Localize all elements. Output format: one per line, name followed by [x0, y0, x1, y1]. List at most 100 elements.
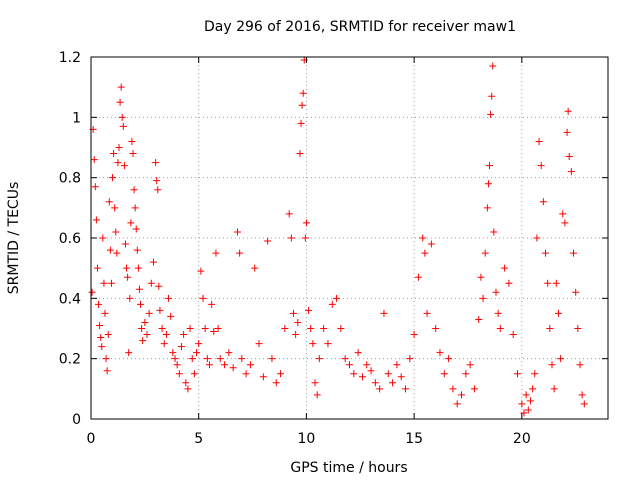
- data-point: [470, 385, 478, 393]
- data-point: [565, 153, 573, 161]
- data-point: [281, 325, 289, 332]
- data-point: [358, 373, 366, 381]
- data-point: [458, 391, 466, 399]
- data-point: [130, 186, 138, 194]
- data-point: [165, 294, 173, 302]
- data-point: [128, 137, 136, 145]
- data-point: [173, 361, 181, 369]
- y-tick-label: 0.8: [59, 171, 81, 187]
- data-point: [272, 379, 280, 387]
- data-point: [489, 62, 497, 70]
- data-point: [567, 168, 575, 176]
- data-point: [432, 325, 440, 332]
- x-tick-label: 5: [194, 431, 203, 447]
- data-point: [111, 204, 119, 212]
- data-point: [299, 89, 307, 97]
- data-point: [113, 249, 121, 257]
- data-point: [149, 258, 157, 266]
- data-point: [160, 340, 168, 348]
- data-point: [320, 325, 328, 332]
- data-point: [95, 300, 103, 308]
- data-point: [233, 228, 241, 236]
- data-point: [481, 249, 489, 257]
- data-point: [184, 385, 192, 393]
- data-point: [285, 210, 293, 218]
- data-point: [133, 246, 141, 254]
- data-point: [169, 349, 177, 357]
- x-tick-label: 0: [87, 431, 96, 447]
- data-point: [90, 156, 98, 164]
- data-point: [182, 379, 190, 387]
- data-point: [229, 364, 237, 372]
- data-point: [205, 361, 213, 369]
- data-point: [197, 267, 205, 275]
- data-point: [380, 309, 388, 317]
- x-tick-label: 15: [405, 431, 423, 447]
- data-point: [162, 331, 170, 339]
- data-point: [158, 325, 166, 332]
- data-point: [350, 370, 358, 378]
- data-point: [544, 279, 552, 287]
- data-point: [137, 300, 145, 308]
- data-point: [171, 355, 179, 363]
- data-point: [103, 367, 111, 375]
- data-point: [199, 294, 207, 302]
- data-point: [324, 340, 332, 348]
- data-point: [129, 150, 137, 158]
- data-point: [88, 288, 96, 296]
- data-point: [186, 325, 194, 332]
- data-point: [531, 370, 539, 378]
- data-point: [302, 219, 310, 227]
- data-point: [520, 409, 528, 417]
- data-point: [102, 355, 110, 363]
- data-point: [410, 331, 418, 339]
- data-point: [287, 234, 295, 242]
- data-point: [367, 367, 375, 375]
- y-tick-label: 0.2: [59, 352, 81, 368]
- data-point: [427, 240, 435, 248]
- data-point: [238, 355, 246, 363]
- data-point: [246, 361, 254, 369]
- data-point: [501, 264, 509, 272]
- data-point: [546, 325, 554, 332]
- data-point: [99, 234, 107, 242]
- data-point: [118, 113, 126, 121]
- data-point: [486, 162, 494, 170]
- data-point: [112, 228, 120, 236]
- data-point: [505, 279, 513, 287]
- data-point: [214, 325, 222, 332]
- data-point: [529, 385, 537, 393]
- data-point: [91, 183, 99, 191]
- data-point: [124, 273, 132, 281]
- data-point: [131, 204, 139, 212]
- data-point: [440, 370, 448, 378]
- data-point: [557, 355, 565, 363]
- data-point: [487, 110, 495, 118]
- data-point: [313, 391, 321, 399]
- data-point: [259, 373, 267, 381]
- data-point: [135, 285, 143, 293]
- y-tick-label: 1.2: [59, 50, 81, 66]
- data-point: [554, 309, 562, 317]
- data-point: [297, 119, 305, 127]
- data-point: [155, 282, 163, 290]
- data-point: [453, 400, 461, 408]
- data-point: [393, 361, 401, 369]
- y-tick-label: 0.4: [59, 291, 81, 307]
- data-point: [496, 325, 504, 332]
- data-point: [479, 294, 487, 302]
- data-point: [193, 349, 201, 357]
- data-point: [542, 249, 550, 257]
- data-point: [514, 370, 522, 378]
- data-point: [167, 312, 175, 320]
- data-point: [526, 397, 534, 405]
- y-axis-title: SRMTID / TECUs: [6, 182, 22, 295]
- data-point: [548, 361, 556, 369]
- data-point: [535, 137, 543, 145]
- data-point: [414, 273, 422, 281]
- data-point: [578, 391, 586, 399]
- data-point: [109, 174, 117, 182]
- data-point: [264, 237, 272, 245]
- data-point: [384, 370, 392, 378]
- data-point: [533, 234, 541, 242]
